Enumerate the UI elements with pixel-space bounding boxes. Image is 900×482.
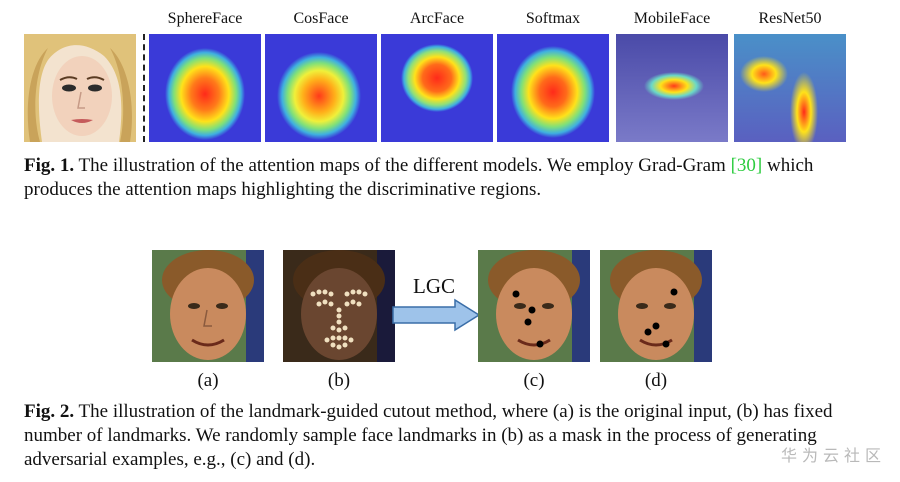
figure-1-caption-text-a: The illustration of the attention maps o… <box>74 155 731 176</box>
face-d-illustration <box>600 250 712 362</box>
sub-label-d: (d) <box>644 370 668 391</box>
figure-2-caption: Fig. 2. The illustration of the landmark… <box>24 400 864 472</box>
face-original-a <box>152 250 264 362</box>
original-face-image <box>24 34 136 142</box>
citation-link[interactable]: [30] <box>730 155 763 176</box>
heatmap-mobileface <box>616 34 728 142</box>
label-arcface: ArcFace <box>409 10 465 27</box>
label-softmax: Softmax <box>525 10 581 27</box>
landmark-dots <box>310 289 368 350</box>
lgc-arrow-label: LGC <box>413 274 455 298</box>
heatmap-arcface <box>381 34 493 142</box>
figure-1-caption-text-b: which produces the attention maps highli… <box>24 155 814 200</box>
cutout-dots <box>512 290 544 348</box>
face-a-illustration <box>152 250 264 362</box>
sub-label-a: (a) <box>197 370 219 391</box>
cutout-dots <box>644 288 678 348</box>
face-b-illustration <box>283 250 395 362</box>
heatmap-resnet50 <box>734 34 846 142</box>
sub-label-b: (b) <box>327 370 351 391</box>
portrait-illustration <box>24 34 136 142</box>
figure-1-caption: Fig. 1. The illustration of the attentio… <box>24 154 884 202</box>
label-cosface: CosFace <box>293 10 349 27</box>
face-landmarks-b <box>283 250 395 362</box>
lgc-arrow: LGC <box>391 274 483 334</box>
label-resnet50: ResNet50 <box>758 10 822 27</box>
label-sphereface: SphereFace <box>167 10 243 27</box>
arrow-shape <box>392 298 481 332</box>
separator-dashed-line <box>143 34 145 142</box>
heatmap-sphereface <box>149 34 261 142</box>
watermark-text: 华为云社区 <box>780 446 886 465</box>
figure-2-caption-label: Fig. 2. <box>24 401 75 422</box>
figure-1-caption-label: Fig. 1. <box>24 155 75 176</box>
face-cutout-c <box>478 250 590 362</box>
sub-label-c: (c) <box>523 370 545 391</box>
heatmap-softmax <box>497 34 609 142</box>
face-cutout-d <box>600 250 712 362</box>
label-mobileface: MobileFace <box>633 10 711 27</box>
heatmap-cosface <box>265 34 377 142</box>
figure-2-caption-text: The illustration of the landmark-guided … <box>24 401 833 470</box>
face-c-illustration <box>478 250 590 362</box>
